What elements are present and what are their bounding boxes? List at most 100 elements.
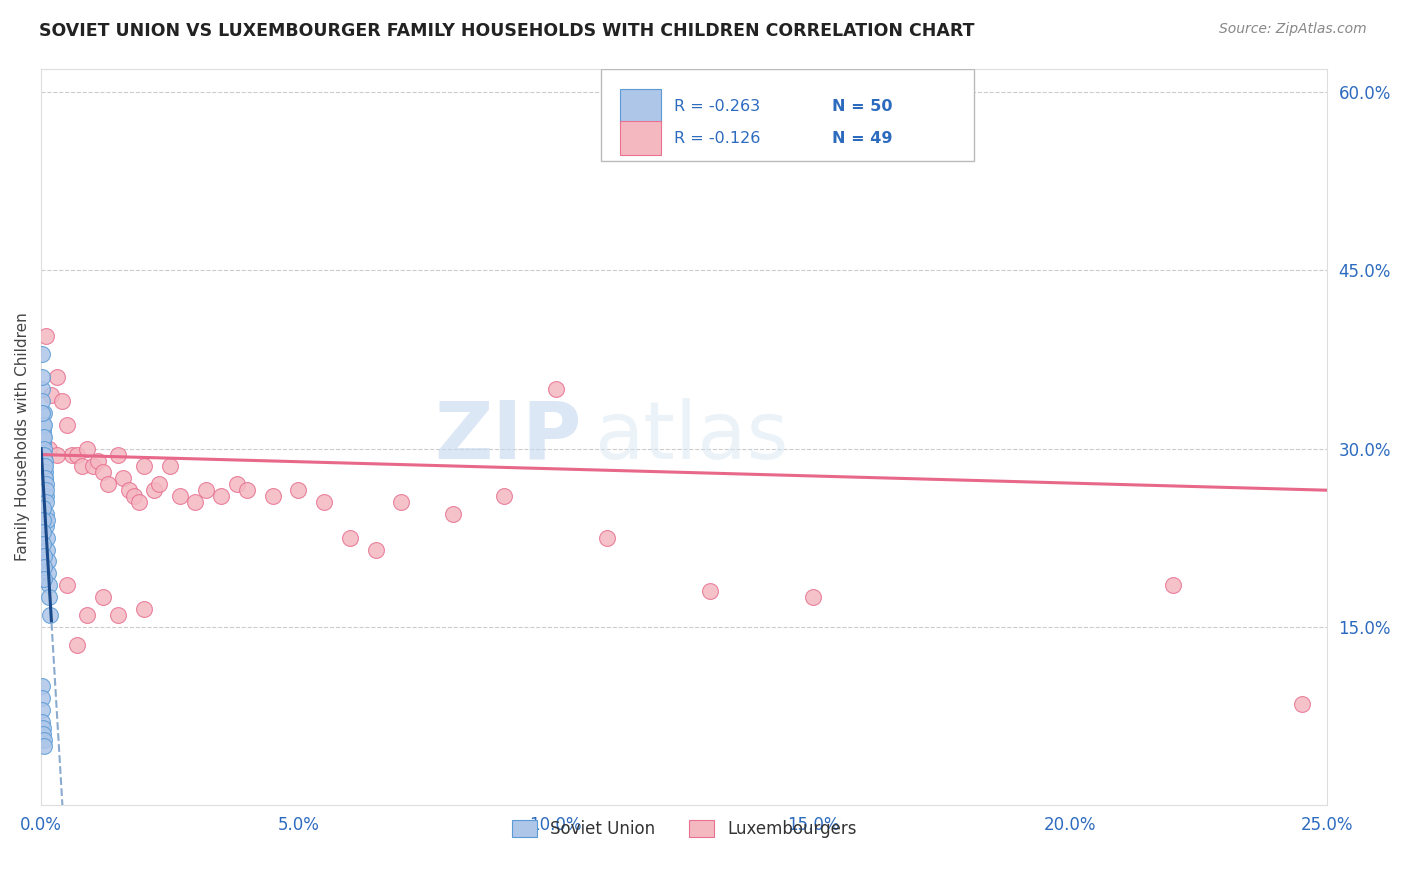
Point [107,448,129,462]
Point [39,607,62,622]
Point [339,531,361,545]
Point [76,607,98,622]
Point [184,495,207,509]
Point [37,554,59,568]
Point [35,483,58,498]
Point [31,424,53,438]
Point [60,448,83,462]
Y-axis label: Family Households with Children: Family Households with Children [15,312,30,561]
Point [31,346,53,360]
Point [51,394,73,409]
Point [45,370,67,384]
Point [31,703,53,717]
Text: N = 49: N = 49 [832,131,893,145]
Point [32,417,55,432]
Point [262,489,284,503]
Point [45,448,67,462]
Point [35,507,58,521]
Text: ZIP: ZIP [434,398,581,475]
Point [699,584,721,599]
Point [38,442,60,456]
Point [31,382,53,396]
Text: N = 50: N = 50 [832,99,893,113]
Point [32,430,55,444]
Point [132,459,155,474]
Point [37,566,59,581]
Point [31,513,53,527]
Point [159,459,181,474]
Point [596,531,619,545]
Point [34,459,56,474]
Point [41,388,63,402]
Point [66,638,89,652]
Point [107,607,129,622]
Point [91,466,114,480]
Point [38,578,60,592]
Point [364,542,387,557]
Point [35,495,58,509]
Point [32,537,55,551]
Point [117,483,139,498]
Point [112,471,135,485]
Point [32,448,55,462]
Point [32,430,55,444]
Text: R = -0.263: R = -0.263 [673,99,761,113]
Point [32,442,55,456]
Point [66,448,89,462]
Text: SOVIET UNION VS LUXEMBOURGER FAMILY HOUSEHOLDS WITH CHILDREN CORRELATION CHART: SOVIET UNION VS LUXEMBOURGER FAMILY HOUS… [39,22,974,40]
Point [32,560,55,574]
Point [76,442,98,456]
Point [32,459,55,474]
Point [32,448,55,462]
Point [132,602,155,616]
Point [287,483,309,498]
Point [72,459,94,474]
Point [441,507,464,521]
Point [31,435,53,450]
Point [32,524,55,539]
Point [97,477,120,491]
Point [32,739,55,753]
Point [122,489,145,503]
Point [32,732,55,747]
Point [86,453,108,467]
Point [56,578,79,592]
Point [31,501,53,516]
Point [209,489,232,503]
Point [32,417,55,432]
Point [35,489,58,503]
Point [32,549,55,563]
Point [801,590,824,604]
Point [314,495,336,509]
Point [34,453,56,467]
Point [32,727,55,741]
Point [34,471,56,485]
Point [225,477,247,491]
Point [236,483,259,498]
Point [56,417,79,432]
Point [194,483,217,498]
Point [31,691,53,706]
Point [35,328,58,343]
Point [38,590,60,604]
Point [1291,697,1313,711]
Text: Source: ZipAtlas.com: Source: ZipAtlas.com [1219,22,1367,37]
Point [34,471,56,485]
Point [31,370,53,384]
Point [91,590,114,604]
Text: R = -0.126: R = -0.126 [673,131,761,145]
Point [32,572,55,586]
Point [32,406,55,420]
Text: atlas: atlas [595,398,789,475]
Point [31,679,53,693]
Legend: Soviet Union, Luxembourgers: Soviet Union, Luxembourgers [505,813,863,845]
Point [82,459,104,474]
Point [31,394,53,409]
Point [37,531,59,545]
Point [34,466,56,480]
Point [544,382,567,396]
Point [148,477,170,491]
Point [35,519,58,533]
Point [169,489,191,503]
Point [494,489,516,503]
